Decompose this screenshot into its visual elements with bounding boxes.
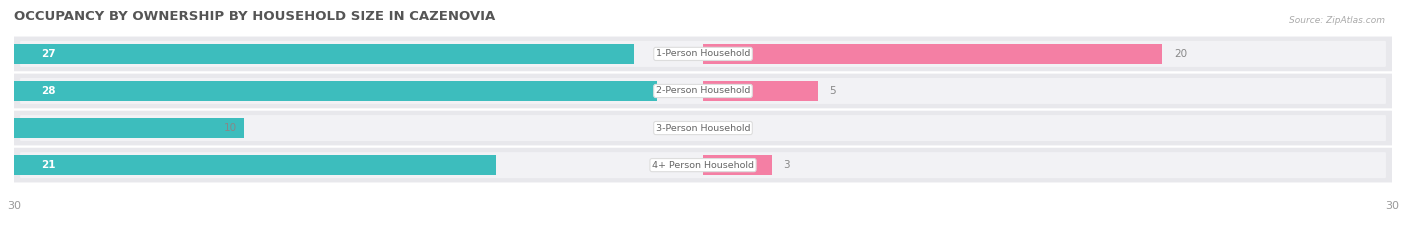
Text: 1-Person Household: 1-Person Household <box>655 49 751 58</box>
FancyBboxPatch shape <box>13 111 1393 145</box>
Bar <box>703 81 818 101</box>
FancyBboxPatch shape <box>13 74 1393 108</box>
Text: 5: 5 <box>830 86 837 96</box>
Bar <box>14 44 634 64</box>
Text: 21: 21 <box>42 160 56 170</box>
Text: 4+ Person Household: 4+ Person Household <box>652 161 754 170</box>
Text: OCCUPANCY BY OWNERSHIP BY HOUSEHOLD SIZE IN CAZENOVIA: OCCUPANCY BY OWNERSHIP BY HOUSEHOLD SIZE… <box>14 10 495 23</box>
Bar <box>14 118 243 138</box>
FancyBboxPatch shape <box>20 78 1386 104</box>
Text: 3: 3 <box>783 160 790 170</box>
Text: 2-Person Household: 2-Person Household <box>655 86 751 96</box>
Text: 3-Person Household: 3-Person Household <box>655 123 751 133</box>
Text: 20: 20 <box>1174 49 1187 59</box>
Text: 28: 28 <box>42 86 56 96</box>
FancyBboxPatch shape <box>20 115 1386 141</box>
FancyBboxPatch shape <box>20 41 1386 67</box>
FancyBboxPatch shape <box>13 37 1393 71</box>
FancyBboxPatch shape <box>20 152 1386 178</box>
Text: 10: 10 <box>224 123 236 133</box>
Bar <box>14 81 657 101</box>
Text: 27: 27 <box>42 49 56 59</box>
Text: 0: 0 <box>714 123 721 133</box>
Text: Source: ZipAtlas.com: Source: ZipAtlas.com <box>1289 16 1385 25</box>
Bar <box>703 44 1163 64</box>
Bar <box>14 155 496 175</box>
Bar <box>703 155 772 175</box>
FancyBboxPatch shape <box>13 148 1393 182</box>
